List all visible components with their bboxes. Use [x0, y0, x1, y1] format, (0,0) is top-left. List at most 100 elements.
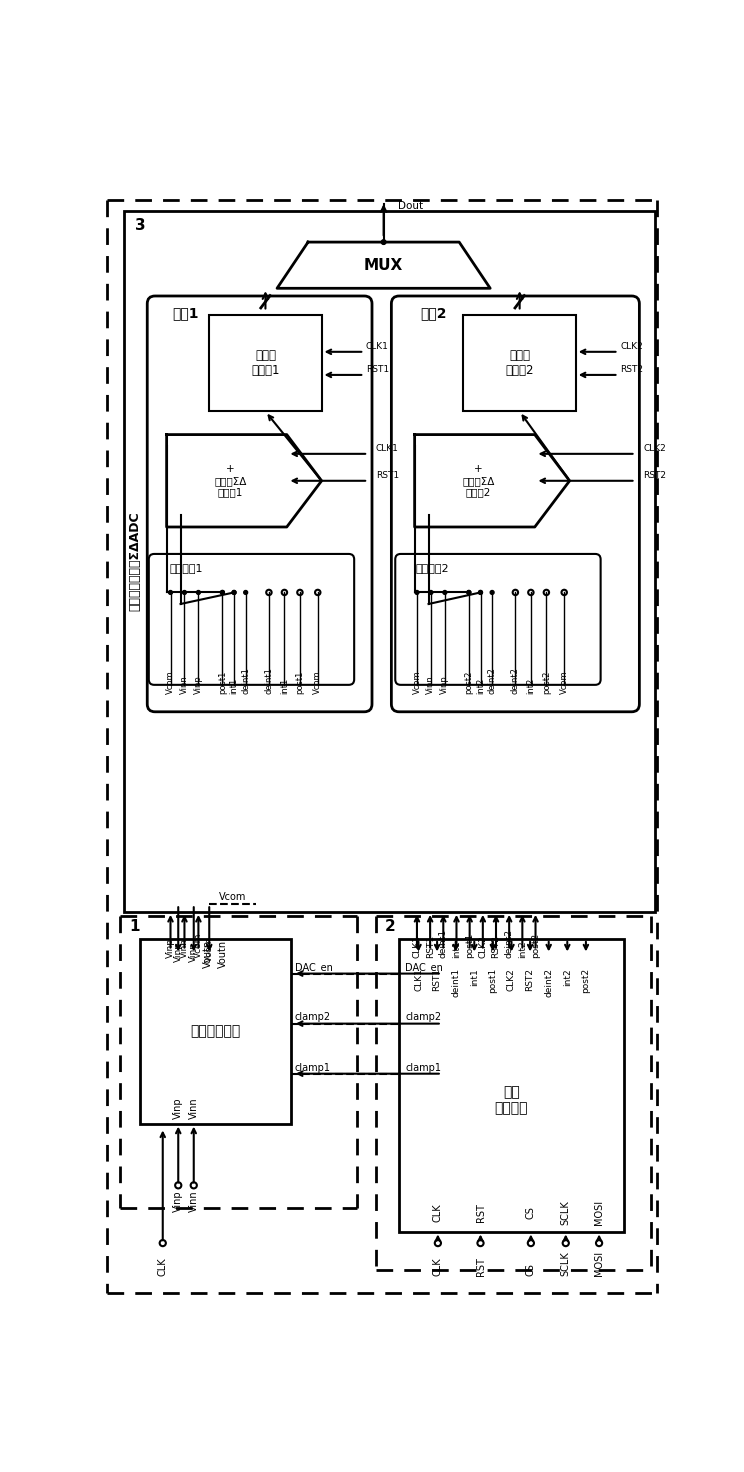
Text: deint2: deint2	[511, 667, 520, 695]
Text: SCLK: SCLK	[561, 1200, 571, 1225]
Polygon shape	[414, 434, 570, 527]
Circle shape	[220, 590, 225, 595]
Text: 1: 1	[129, 919, 140, 935]
Text: int1: int1	[230, 677, 239, 695]
Text: Vcom: Vcom	[166, 670, 175, 695]
Text: RST: RST	[475, 1203, 486, 1222]
Text: RST1: RST1	[426, 935, 434, 958]
Text: post1: post1	[488, 969, 498, 994]
Circle shape	[478, 590, 482, 595]
Text: 离散时间增量型ΣΔADC: 离散时间增量型ΣΔADC	[129, 512, 141, 611]
Circle shape	[220, 590, 225, 595]
Text: int1: int1	[280, 677, 289, 695]
Polygon shape	[167, 434, 321, 527]
Circle shape	[415, 590, 419, 595]
Text: Voutp: Voutp	[202, 941, 213, 969]
Text: DAC_en: DAC_en	[405, 963, 443, 973]
Text: 通道2: 通道2	[421, 306, 447, 319]
Text: Vinp: Vinp	[440, 676, 449, 695]
Text: RST2: RST2	[644, 471, 666, 480]
Text: CLK2: CLK2	[644, 445, 666, 453]
Text: Vinp: Vinp	[173, 1191, 183, 1213]
Text: deint2: deint2	[504, 929, 513, 958]
Circle shape	[490, 590, 494, 595]
Text: CLK1: CLK1	[414, 969, 423, 991]
Text: RST2: RST2	[525, 969, 535, 991]
Text: Dout: Dout	[397, 200, 423, 210]
Text: int1: int1	[452, 941, 461, 958]
Text: CLK2: CLK2	[478, 935, 487, 958]
FancyBboxPatch shape	[395, 553, 600, 684]
Text: 通道1: 通道1	[173, 306, 199, 319]
Text: RST: RST	[475, 1257, 486, 1276]
Text: CLK2: CLK2	[507, 969, 516, 991]
Circle shape	[196, 590, 200, 595]
Text: deint2: deint2	[544, 969, 554, 997]
Text: Vcom: Vcom	[205, 936, 214, 963]
Text: MUX: MUX	[364, 258, 403, 272]
Text: RST2: RST2	[492, 935, 501, 958]
Text: Vinn: Vinn	[180, 676, 189, 695]
Circle shape	[467, 590, 471, 595]
Text: deint1: deint1	[439, 929, 448, 958]
Text: Vinp: Vinp	[194, 676, 203, 695]
Circle shape	[443, 590, 447, 595]
Text: RST1: RST1	[432, 969, 442, 991]
Text: CLK1: CLK1	[412, 935, 421, 958]
Polygon shape	[277, 241, 490, 289]
Circle shape	[478, 590, 482, 595]
Text: +
增量型ΣΔ
调制器2: + 增量型ΣΔ 调制器2	[462, 464, 495, 498]
Circle shape	[169, 590, 173, 595]
Text: Voutn: Voutn	[217, 941, 228, 969]
Text: 降采样
滤波器2: 降采样 滤波器2	[505, 349, 534, 377]
Text: post1: post1	[295, 671, 304, 695]
Text: CLK: CLK	[158, 1257, 167, 1276]
Text: MOSI: MOSI	[594, 1251, 604, 1276]
Text: int2: int2	[476, 677, 485, 695]
Text: MOSI: MOSI	[594, 1200, 604, 1225]
Text: 数字
控制单元: 数字 控制单元	[495, 1085, 528, 1114]
Text: CLK: CLK	[433, 1203, 443, 1222]
Text: int2: int2	[562, 969, 572, 986]
Bar	[124, 212, 655, 913]
Text: RST1: RST1	[366, 365, 389, 374]
Text: clamp2: clamp2	[295, 1013, 330, 1023]
Text: post1: post1	[218, 671, 227, 695]
Text: CLK1: CLK1	[376, 445, 399, 453]
Text: post2: post2	[542, 671, 551, 695]
Circle shape	[467, 590, 471, 595]
Text: Vcom: Vcom	[412, 670, 421, 695]
Text: Vcom: Vcom	[194, 933, 203, 958]
Text: SCLK: SCLK	[561, 1251, 571, 1276]
Text: post2: post2	[464, 671, 473, 695]
Text: CLK1: CLK1	[366, 342, 388, 350]
Text: Vinn: Vinn	[189, 1191, 199, 1213]
Text: CS: CS	[526, 1263, 536, 1276]
Bar	[399, 939, 624, 1232]
Text: 降采样
滤波器1: 降采样 滤波器1	[251, 349, 280, 377]
Text: 预调制器2: 预调制器2	[415, 562, 449, 573]
Bar	[209, 315, 321, 412]
Circle shape	[232, 590, 236, 595]
Text: CLK: CLK	[433, 1257, 443, 1276]
Text: +
增量型ΣΔ
调制器1: + 增量型ΣΔ 调制器1	[214, 464, 247, 498]
Text: Vinp: Vinp	[174, 942, 183, 963]
Text: deint1: deint1	[451, 969, 461, 998]
FancyBboxPatch shape	[391, 296, 639, 712]
Text: CLK2: CLK2	[620, 342, 643, 350]
Text: 前端读出电路: 前端读出电路	[190, 1025, 240, 1038]
Text: post2: post2	[581, 969, 591, 994]
Text: Vcom: Vcom	[219, 892, 246, 901]
Text: 3: 3	[135, 218, 146, 233]
Text: Vinn: Vinn	[189, 942, 198, 963]
Text: int2: int2	[526, 677, 536, 695]
Circle shape	[382, 240, 386, 244]
Text: 2: 2	[385, 919, 396, 935]
Text: Vinn: Vinn	[180, 938, 189, 958]
Text: Vinn: Vinn	[426, 676, 435, 695]
Text: post1: post1	[465, 933, 474, 958]
Text: Vcom: Vcom	[313, 670, 322, 695]
Text: deint2: deint2	[487, 667, 497, 695]
Circle shape	[429, 590, 433, 595]
Text: clamp1: clamp1	[295, 1063, 330, 1073]
